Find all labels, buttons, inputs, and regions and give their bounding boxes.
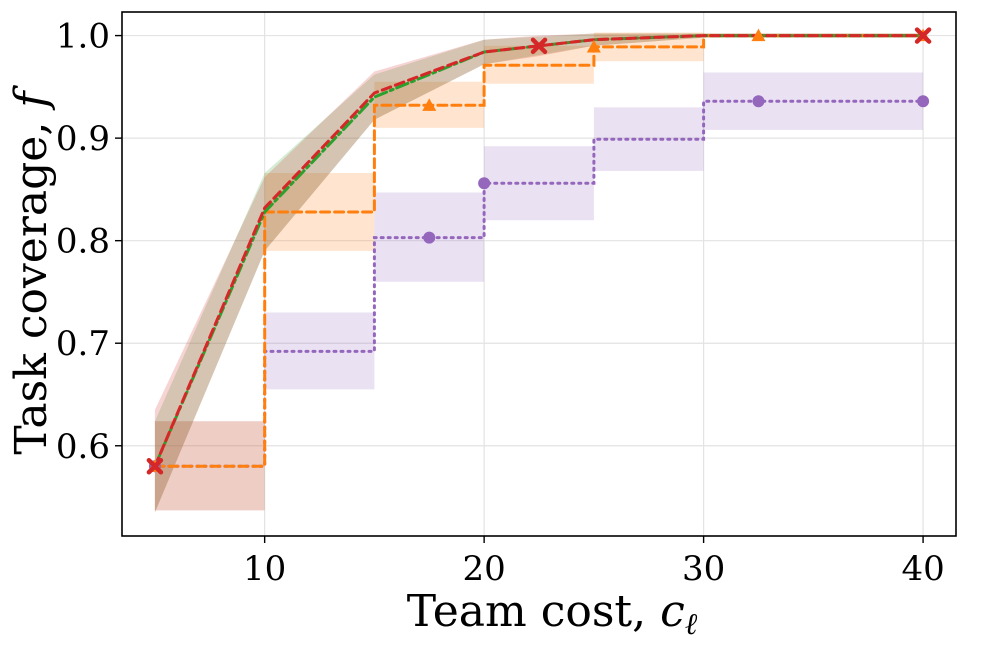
y-axis-ticks: 0.6 0.7 0.8 0.9 1.0 bbox=[56, 17, 122, 467]
y-tick-label: 0.8 bbox=[56, 222, 110, 262]
y-axis-label-text: Task coverage, bbox=[6, 108, 57, 455]
series-lines bbox=[153, 34, 925, 468]
red-dashed-marker bbox=[914, 27, 932, 44]
orange-dashed-marker bbox=[422, 98, 437, 111]
x-tick-label: 40 bbox=[901, 549, 944, 589]
x-axis-ticks: 10 20 30 40 bbox=[243, 536, 945, 589]
x-axis-label: Team cost, cℓ bbox=[407, 586, 698, 642]
purple-dotted-marker bbox=[423, 231, 436, 244]
orange-dashed-marker bbox=[586, 39, 601, 53]
red-dashed-marker bbox=[146, 458, 164, 475]
x-axis-label-subscript: ℓ bbox=[685, 607, 698, 642]
x-axis-label-text: Team cost, bbox=[407, 586, 660, 637]
purple-dotted-marker bbox=[917, 95, 930, 108]
confidence-bands bbox=[154, 32, 924, 513]
x-tick-label: 30 bbox=[682, 549, 725, 589]
red-dashed-marker bbox=[530, 37, 548, 55]
x-axis-label-variable: c bbox=[660, 586, 685, 637]
series-markers bbox=[146, 27, 932, 475]
y-axis-label: Task coverage, f bbox=[6, 85, 57, 455]
orange-dashed-marker bbox=[751, 28, 766, 42]
y-tick-label: 0.9 bbox=[56, 119, 110, 159]
orange-dashed-band bbox=[154, 32, 924, 511]
y-tick-label: 0.6 bbox=[56, 427, 110, 467]
plot-frame bbox=[121, 11, 957, 537]
y-tick-label: 0.7 bbox=[56, 324, 110, 364]
y-axis-label-variable: f bbox=[6, 85, 57, 111]
purple-dotted-marker bbox=[478, 177, 491, 190]
y-tick-label: 1.0 bbox=[56, 17, 110, 57]
x-tick-label: 20 bbox=[462, 549, 505, 589]
x-tick-label: 10 bbox=[243, 549, 286, 589]
purple-dotted-marker bbox=[752, 95, 765, 108]
